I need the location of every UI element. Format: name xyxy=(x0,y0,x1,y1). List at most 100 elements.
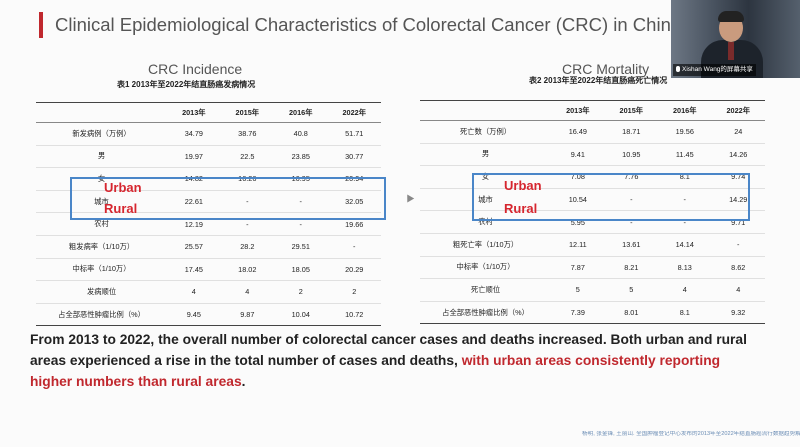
microphone-icon xyxy=(676,66,680,72)
table-cell: - xyxy=(658,210,712,234)
table-cell: 22.61 xyxy=(167,190,221,214)
citation: 杨明, 张金锋, 王丽山. 全国肿瘤登记中心发布的2013年至2022年结直肠癌… xyxy=(582,431,800,437)
table-cell: 7.87 xyxy=(551,256,605,280)
incidence-subtitle: CRC Incidence xyxy=(148,61,243,77)
rural-label: Rural xyxy=(504,201,538,216)
webcam-video[interactable]: Xishan Wang的屏幕共享 xyxy=(671,0,800,78)
table-cell: 34.79 xyxy=(167,122,221,146)
table-cell: 9.74 xyxy=(711,165,765,189)
column-header: 2015年 xyxy=(604,100,659,121)
table-cell: - xyxy=(327,235,381,259)
table-cell: 16.49 xyxy=(551,120,605,144)
table-cell: 4 xyxy=(711,278,765,302)
table-cell: 23.85 xyxy=(274,145,328,169)
row-label: 占全部恶性肿瘤比例（%） xyxy=(420,301,552,325)
table-cell: 8.1 xyxy=(658,165,712,189)
table-cell: 5 xyxy=(604,278,659,302)
table-row: 死亡顺位 5 5 4 4 xyxy=(420,278,765,302)
row-label: 新发病例（万例） xyxy=(36,122,168,146)
table-cell: 10.72 xyxy=(327,303,381,327)
table-header-row: 2013年 2015年 2016年 2022年 xyxy=(420,100,765,121)
table-cell: 38.76 xyxy=(220,122,275,146)
summary-end: . xyxy=(241,374,246,389)
table-cell: 8.62 xyxy=(711,256,765,280)
table-cell: 4 xyxy=(167,280,221,304)
summary-text: From 2013 to 2022, the overall number of… xyxy=(30,329,750,392)
column-header xyxy=(36,102,168,123)
column-header: 2015年 xyxy=(220,102,275,123)
title-accent-bar xyxy=(39,12,43,38)
table-cell: 8.1 xyxy=(658,301,712,325)
urban-rural-highlight-box xyxy=(70,177,386,220)
table-cell: 18.05 xyxy=(274,258,328,282)
presenter-name: Xishan Wang的屏幕共享 xyxy=(682,66,753,73)
table-cell: - xyxy=(274,190,328,214)
table-cell: 29.51 xyxy=(274,235,328,259)
column-header: 2022年 xyxy=(711,100,765,121)
table-cell: 18.71 xyxy=(604,120,659,144)
presenter-name-tag: Xishan Wang的屏幕共享 xyxy=(673,64,756,76)
table-cell: - xyxy=(604,210,659,234)
table-cell: 8.13 xyxy=(658,256,712,280)
table-cell: - xyxy=(658,188,712,212)
table-cell: 9.45 xyxy=(167,303,221,327)
table-row: 死亡数（万例） 16.49 18.71 19.56 24 xyxy=(420,120,765,144)
table-cell: 25.57 xyxy=(167,235,221,259)
table-cell: - xyxy=(711,233,765,257)
row-label: 粗死亡率（1/10万） xyxy=(420,233,552,257)
row-label: 粗发病率（1/10万） xyxy=(36,235,168,259)
table-cell: 9.41 xyxy=(551,143,605,167)
mortality-table: 2013年 2015年 2016年 2022年 死亡数（万例） 16.49 18.71 19… xyxy=(420,100,765,325)
presenter-tie xyxy=(728,42,734,60)
mortality-caption: 表2 2013年至2022年结直肠癌死亡情况 xyxy=(529,76,668,85)
table-cell: 9.87 xyxy=(220,303,275,327)
summary-main: From 2013 to 2022, the overall number of… xyxy=(30,332,747,368)
table-cell: 2 xyxy=(274,280,328,304)
column-header: 2013年 xyxy=(551,100,605,121)
table-row: 农村 5.95- -9.71 xyxy=(420,210,765,234)
table-row: 男 19.97 22.5 23.85 30.77 xyxy=(36,145,381,169)
table-cell: 24 xyxy=(711,120,765,144)
table-cell: 17.45 xyxy=(167,258,221,282)
table-cell: 10.04 xyxy=(274,303,328,327)
table-row: 女 14.82 16.26 16.95 20.94 xyxy=(36,167,381,191)
table-cell: 10.54 xyxy=(551,188,605,212)
urban-label: Urban xyxy=(504,178,542,193)
table-row: 粗发病率（1/10万） 25.57 28.2 29.51- xyxy=(36,235,381,259)
table-cell: 2 xyxy=(327,280,381,304)
table-row: 中标率（1/10万） 7.87 8.21 8.13 8.62 xyxy=(420,256,765,280)
table-row: 女 7.08 7.76 8.1 9.74 xyxy=(420,165,765,189)
table-cell: 18.02 xyxy=(220,258,275,282)
table-cell: 5 xyxy=(551,278,605,302)
table-cell: 51.71 xyxy=(327,122,381,146)
table-row: 占全部恶性肿瘤比例（%） 7.39 8.01 8.1 9.32 xyxy=(420,301,765,325)
slide-title: Clinical Epidemiological Characteristics… xyxy=(55,14,671,35)
table-cell: 14.29 xyxy=(711,188,765,212)
table-cell: 9.32 xyxy=(711,301,765,325)
table-cell: 8.01 xyxy=(604,301,659,325)
table-row: 城市 10.54- -14.29 xyxy=(420,188,765,212)
table-cell: 4 xyxy=(658,278,712,302)
table-cell: 7.76 xyxy=(604,165,659,189)
table-cell: 20.29 xyxy=(327,258,381,282)
table-cell: 19.97 xyxy=(167,145,221,169)
table-cell: 4 xyxy=(220,280,275,304)
table-row: 发病顺位 4 4 2 2 xyxy=(36,280,381,304)
row-label: 占全部恶性肿瘤比例（%） xyxy=(36,303,168,327)
table-row: 占全部恶性肿瘤比例（%） 9.45 9.87 10.04 10.72 xyxy=(36,303,381,327)
column-header: 2022年 xyxy=(327,102,381,123)
table-cell: 32.05 xyxy=(327,190,381,214)
table-row: 城市 22.61- -32.05 xyxy=(36,190,381,214)
table-cell: 28.2 xyxy=(220,235,275,259)
row-label: 死亡数（万例） xyxy=(420,120,552,144)
table-cell: 8.21 xyxy=(604,256,659,280)
table-cell: 19.56 xyxy=(658,120,712,144)
table-cell: 30.77 xyxy=(327,145,381,169)
column-header: 2016年 xyxy=(274,102,328,123)
table-cell: 9.71 xyxy=(711,210,765,234)
table-cell: 5.95 xyxy=(551,210,605,234)
row-label: 男 xyxy=(420,143,552,167)
table-cell: 7.39 xyxy=(551,301,605,325)
table-cell: 12.11 xyxy=(551,233,605,257)
table-row: 男 9.41 10.95 11.45 14.26 xyxy=(420,143,765,167)
